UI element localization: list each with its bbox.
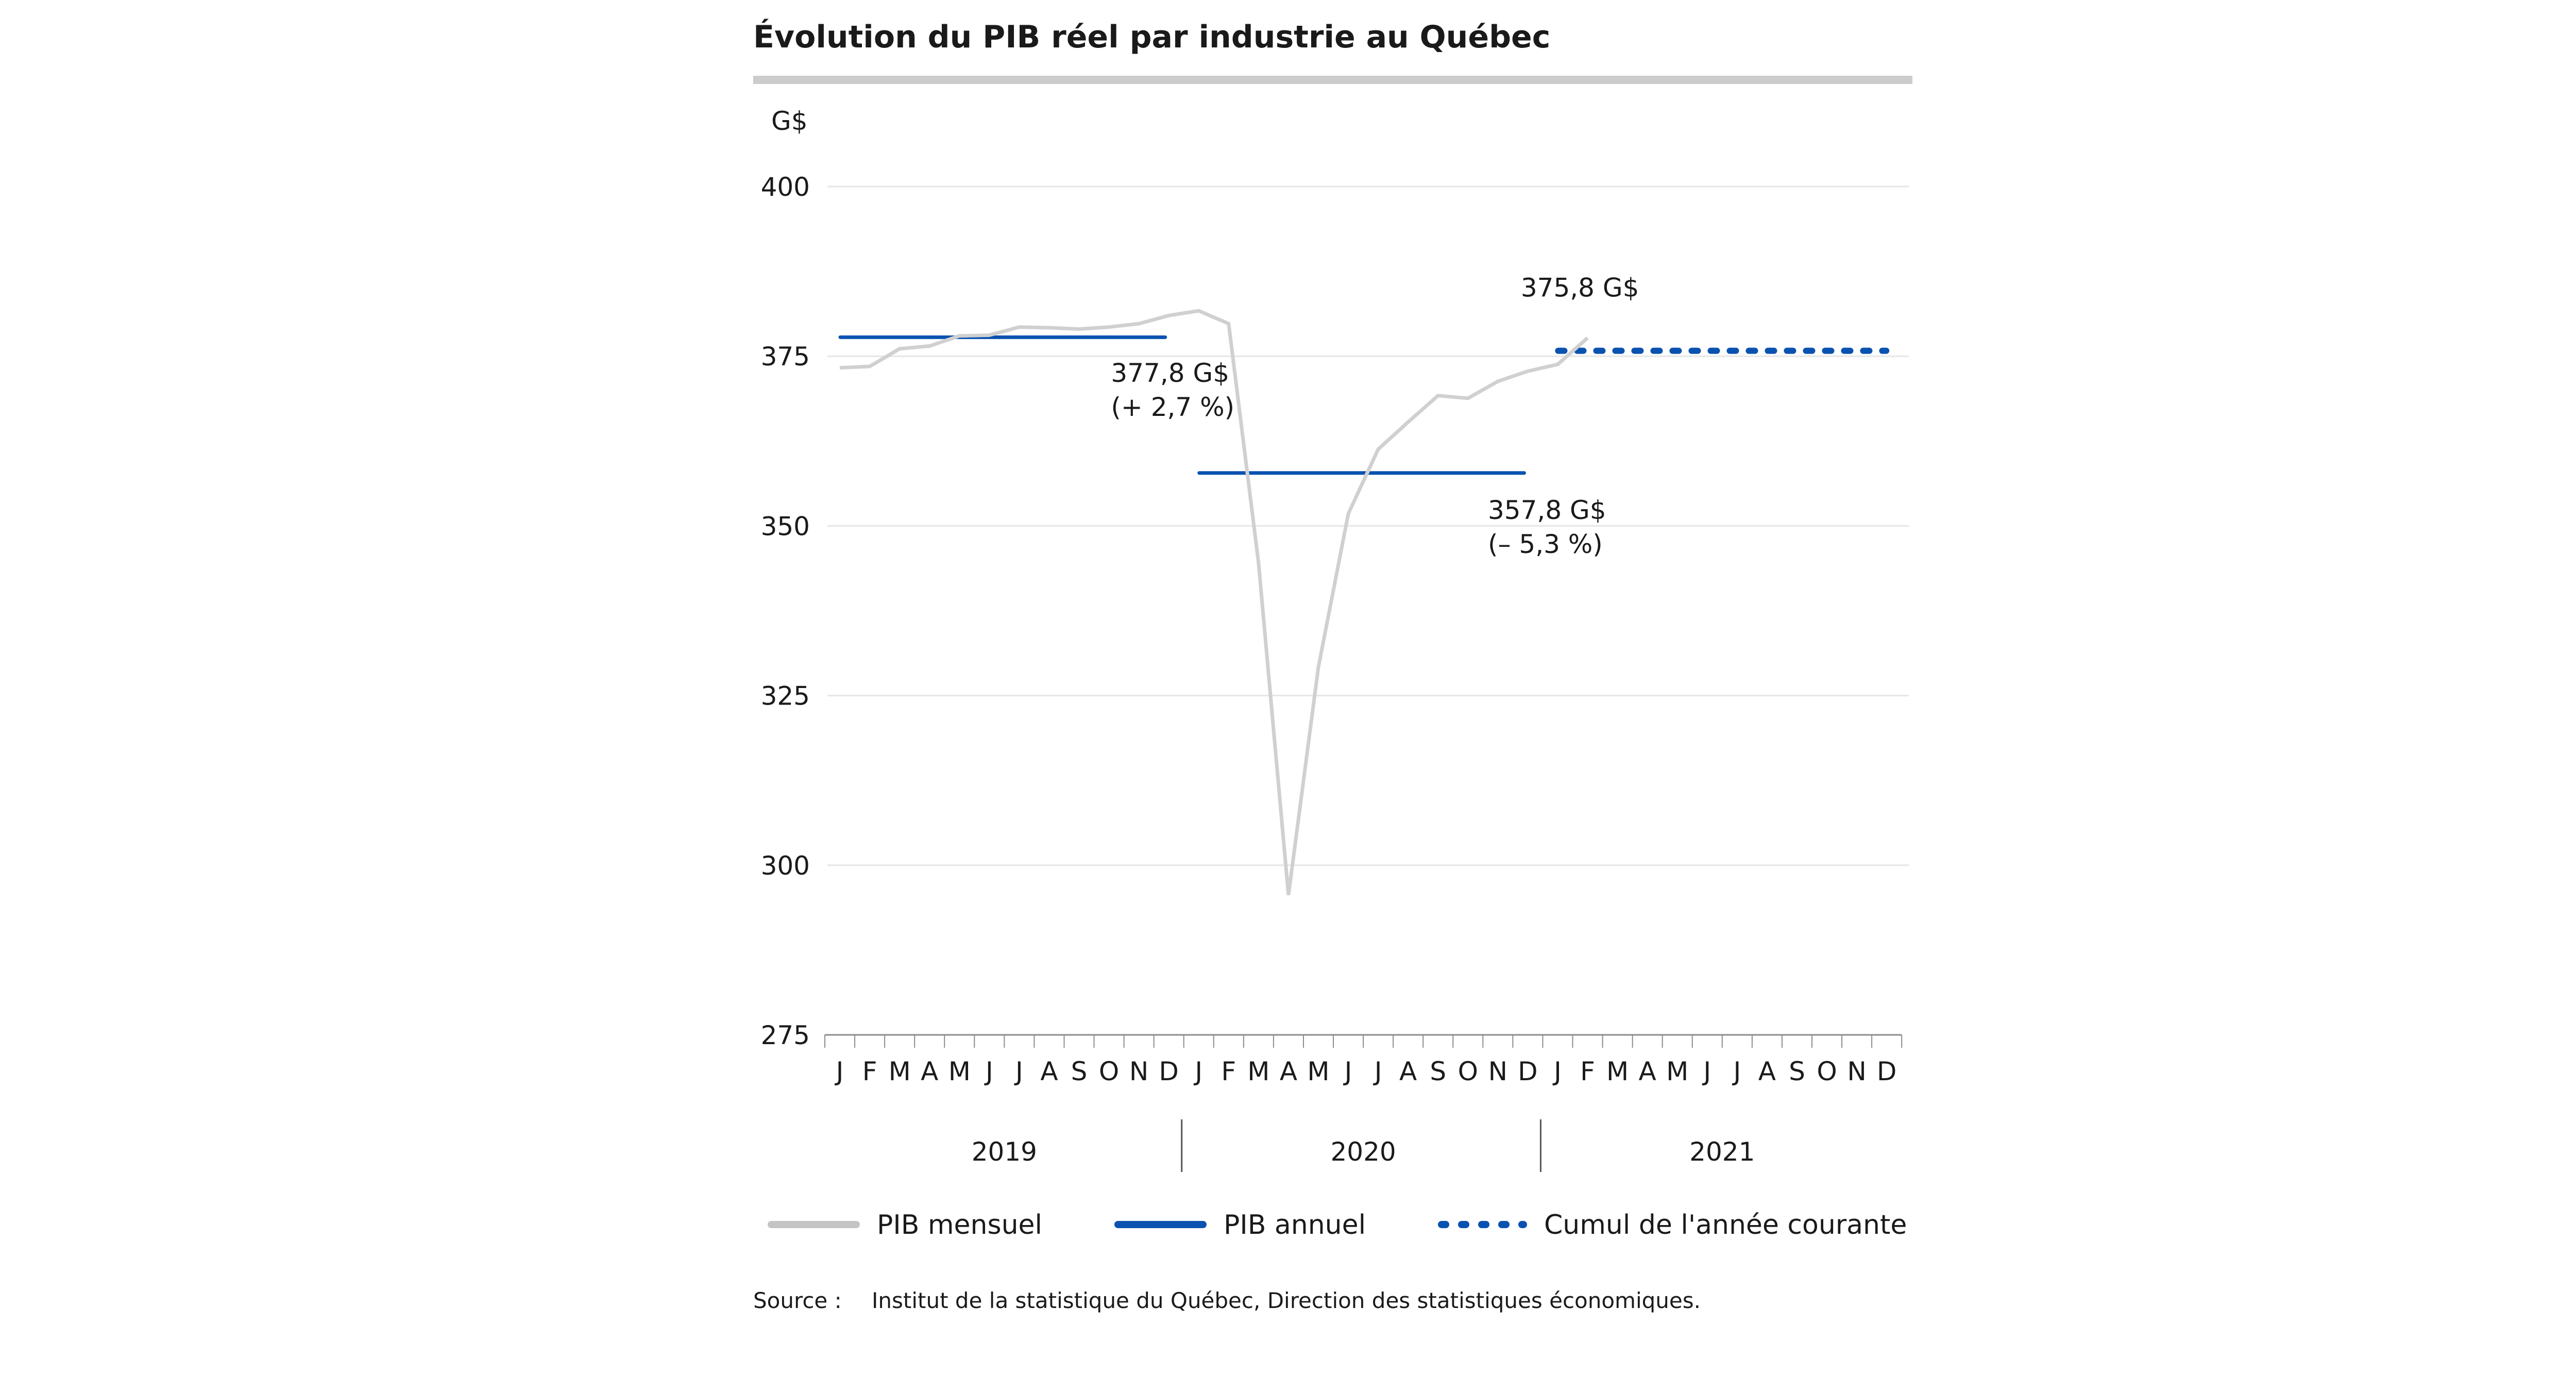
source-note: Source : Institut de la statistique du Q… [753, 1288, 1701, 1313]
month-label: A [1639, 1057, 1656, 1086]
annual-gdp-lines [838, 335, 1526, 475]
month-label: S [1071, 1057, 1088, 1086]
monthly-series [839, 309, 1589, 896]
month-label: J [1373, 1057, 1382, 1086]
x-axis: J F M A M J J A S O N D J F M A M J J A S O N D J F M A M J J A S O N D2019… [824, 1034, 1903, 1172]
month-label: J [1193, 1057, 1202, 1086]
month-label: J [1702, 1057, 1711, 1086]
month-label: D [1159, 1057, 1179, 1086]
year-label: 2019 [972, 1137, 1037, 1167]
source-label: Source : [753, 1288, 842, 1313]
month-label: J [835, 1057, 844, 1086]
month-label: N [1129, 1057, 1148, 1086]
legend-label: PIB mensuel [877, 1210, 1042, 1241]
month-label: N [1488, 1057, 1507, 1086]
month-label: J [1014, 1057, 1023, 1086]
annotation-change: (– 5,3 %) [1488, 529, 1603, 559]
y-tick-label: 300 [761, 851, 810, 881]
month-label: D [1877, 1057, 1897, 1086]
month-label: S [1430, 1057, 1446, 1086]
month-label: D [1518, 1057, 1538, 1086]
year-label: 2020 [1330, 1137, 1396, 1167]
chart-title: Évolution du PIB réel par industrie au Q… [753, 18, 1550, 55]
legend-label: PIB annuel [1224, 1210, 1366, 1241]
month-label: A [1280, 1057, 1297, 1086]
month-label: J [1552, 1057, 1562, 1086]
month-label: M [1307, 1057, 1329, 1086]
month-label: J [1343, 1057, 1352, 1086]
y-axis-unit: G$ [771, 106, 808, 136]
annotations: 377,8 G$ (+ 2,7 %) 357,8 G$ (– 5,3 %) 375,8 … [1111, 273, 1639, 559]
source-text: Institut de la statistique du Québec, Di… [872, 1288, 1701, 1313]
month-label: M [1606, 1057, 1629, 1086]
month-label: O [1099, 1057, 1119, 1086]
month-label: F [1580, 1057, 1595, 1086]
year-label: 2021 [1689, 1137, 1755, 1167]
month-label: F [862, 1057, 877, 1086]
gridlines [827, 186, 1909, 866]
legend: PIB mensuel PIB annuel Cumul de l'année co… [768, 1210, 1907, 1241]
annotation-value: 375,8 G$ [1521, 273, 1639, 303]
month-label: N [1847, 1057, 1866, 1086]
month-label: O [1817, 1057, 1837, 1086]
annotation-value: 357,8 G$ [1488, 495, 1606, 525]
month-label: O [1458, 1057, 1478, 1086]
y-tick-label: 375 [761, 342, 810, 372]
y-tick-label: 400 [761, 172, 810, 202]
month-label: S [1789, 1057, 1805, 1086]
month-label: A [1758, 1057, 1776, 1086]
month-label: M [1666, 1057, 1688, 1086]
month-label: F [1221, 1057, 1236, 1086]
month-label: J [1732, 1057, 1741, 1086]
month-label: A [1399, 1057, 1417, 1086]
annotation-value: 377,8 G$ [1111, 358, 1229, 388]
month-label: J [984, 1057, 993, 1086]
month-label: A [921, 1057, 938, 1086]
y-tick-label: 350 [761, 511, 810, 541]
month-label: M [1247, 1057, 1269, 1086]
annotation-change: (+ 2,7 %) [1111, 392, 1234, 422]
month-label: M [948, 1057, 971, 1086]
month-label: M [889, 1057, 911, 1086]
y-axis-labels: 275 300 325 350 375 400 [761, 172, 810, 1050]
legend-label: Cumul de l'année courante [1544, 1210, 1907, 1241]
y-tick-label: 325 [761, 681, 810, 711]
title-underline [753, 76, 1912, 84]
month-label: A [1040, 1057, 1058, 1086]
y-tick-label: 275 [761, 1020, 810, 1050]
monthly-gdp-line [839, 309, 1589, 896]
